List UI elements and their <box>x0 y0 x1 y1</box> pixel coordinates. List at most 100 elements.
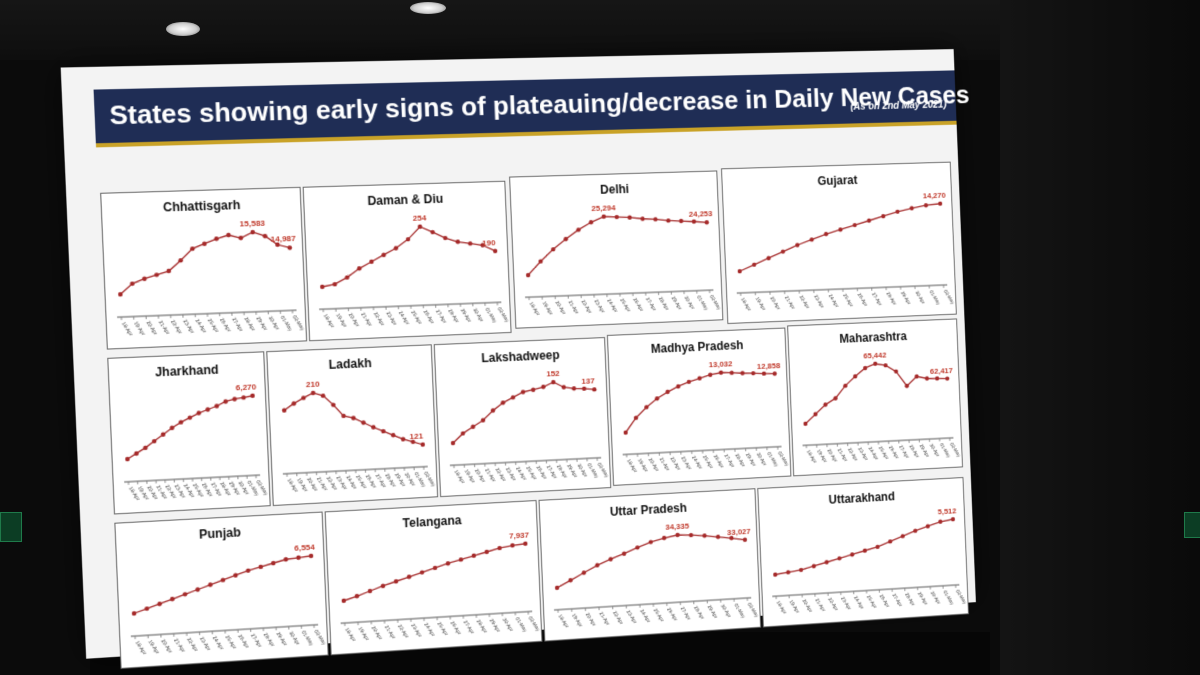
data-point <box>320 285 325 290</box>
x-tick-label: 22-Apr <box>611 610 624 626</box>
x-tick-label: 19-Apr <box>357 626 370 642</box>
slide-header: States showing early signs of plateauing… <box>94 70 957 147</box>
data-point <box>484 550 489 555</box>
x-tick-label: 28-Apr <box>904 592 916 608</box>
data-point <box>938 201 942 205</box>
data-point <box>781 249 785 253</box>
data-point <box>511 395 516 400</box>
x-tick-label: 01-May <box>514 616 528 634</box>
x-tick-label: 30-Apr <box>501 617 514 633</box>
data-label: 34,335 <box>665 522 690 532</box>
line-chart-uttarakhand: 18-Apr 19-Apr 20-Apr 21-Apr 22-Apr 23-Apr 24-A… <box>758 478 968 626</box>
data-point <box>523 541 528 546</box>
data-point <box>888 539 892 544</box>
data-point <box>214 237 219 242</box>
data-point <box>799 568 803 573</box>
x-tick-label: 21-Apr <box>157 320 171 337</box>
x-tick-label: 28-Apr <box>243 316 257 332</box>
x-tick-label: 27-Apr <box>249 633 263 649</box>
x-tick-label: 22-Apr <box>798 294 811 310</box>
data-point <box>355 594 360 599</box>
slide-subtitle: (As on 2nd May 2021) <box>850 100 947 113</box>
data-point <box>170 597 175 602</box>
x-tick-label: 20-Apr <box>769 296 782 312</box>
data-point <box>208 582 213 587</box>
slide-title: States showing early signs of plateauing… <box>109 80 970 132</box>
x-tick-label: 26-Apr <box>665 607 678 623</box>
line-chart-jharkhand: 18-Apr19-Apr20-Apr21-Apr22-Apr23-Apr24-A… <box>108 352 269 513</box>
x-tick-label: 23-Apr <box>409 623 422 639</box>
data-point <box>901 534 905 539</box>
data-point <box>391 433 396 438</box>
data-label: 14,987 <box>270 234 296 244</box>
series-line <box>118 231 292 294</box>
data-point <box>309 554 314 559</box>
data-point <box>666 218 670 222</box>
x-tick-label: 20-Apr <box>370 625 383 641</box>
data-label: 65,442 <box>863 351 887 361</box>
line-chart-madhya-pradesh: 18-Apr19-Apr20-Apr21-Apr22-Apr23-Apr24-A… <box>608 329 790 485</box>
x-tick-label: 24-Apr <box>827 293 840 309</box>
ceiling-light-left <box>166 22 200 36</box>
data-point <box>582 386 587 391</box>
x-tick-label: 19-Apr <box>754 296 767 312</box>
data-label: 152 <box>546 369 560 378</box>
data-point <box>341 598 346 603</box>
data-point <box>895 209 899 213</box>
line-chart-uttar-pradesh: 18-Apr 19-Apr 20-Apr 21-Apr 22-Apr 23-Apr 24-A… <box>540 489 761 640</box>
data-point <box>430 230 435 235</box>
x-tick-label: 26-Apr <box>236 634 250 650</box>
chart-panel-chhattisgarh: Chhattisgarh 18-Apr 19-Apr 20-Apr 21-Apr 22-A… <box>100 187 307 350</box>
data-label: 6,270 <box>235 382 257 392</box>
x-tick-label: 28-Apr <box>262 632 276 648</box>
data-point <box>945 376 949 380</box>
x-tick-label: 18-Apr <box>322 313 336 329</box>
x-tick-label: 02-May <box>291 314 306 332</box>
data-point <box>205 407 210 412</box>
x-tick-label: 25-Apr <box>224 634 238 650</box>
data-point <box>187 415 192 420</box>
data-point <box>627 215 631 220</box>
data-point <box>873 362 877 366</box>
line-chart-lakshadweep: 18-Apr19-Apr20-Apr21-Apr22-Apr23-Apr24-A… <box>435 338 610 496</box>
x-tick-label: 18-Apr <box>134 640 148 656</box>
x-tick-label: 30-Apr <box>719 603 732 619</box>
data-point <box>614 215 618 220</box>
data-point <box>675 533 679 538</box>
x-tick-label: 30-Apr <box>683 295 696 311</box>
data-label: 190 <box>482 238 496 247</box>
data-point <box>938 519 942 523</box>
x-tick-label: 29-Apr <box>255 316 269 332</box>
data-point <box>531 387 536 392</box>
series-line <box>803 361 949 424</box>
data-point <box>381 429 386 434</box>
chart-panel-ladakh: Ladakh 18-Apr 19-Apr 20-Apr 21-Apr 22-Apr 23-A… <box>266 344 438 506</box>
x-tick-label: 25-Apr <box>652 608 665 624</box>
data-point <box>752 262 756 266</box>
data-point <box>351 416 356 421</box>
x-tick-label: 27-Apr <box>644 297 657 313</box>
x-tick-label: 26-Apr <box>631 297 644 313</box>
x-tick-label: 24-Apr <box>397 310 410 326</box>
data-point <box>689 533 693 538</box>
exit-sign-left <box>0 512 22 542</box>
data-point <box>719 370 723 375</box>
data-point <box>649 540 653 545</box>
x-tick-label: 30-Apr <box>287 630 301 646</box>
data-label: 254 <box>413 213 427 222</box>
x-tick-label: 25-Apr <box>842 293 855 309</box>
x-tick-label: 25-Apr <box>619 298 632 314</box>
x-tick-label: 29-Apr <box>459 308 472 324</box>
x-tick-label: 02-May <box>942 289 955 306</box>
chart-panel-daman-diu: Daman & Diu 18-Apr 19-Apr 20-Apr 21-Apr 22-Ap… <box>303 181 512 342</box>
x-tick-label: 30-Apr <box>471 307 484 323</box>
x-tick-label: 24-Apr <box>211 635 225 651</box>
x-tick-label: 02-May <box>527 615 541 633</box>
series-line <box>737 204 942 272</box>
x-tick-label: 27-Apr <box>870 292 882 308</box>
data-point <box>521 390 526 395</box>
chart-panel-uttarakhand: Uttarakhand 18-Apr 19-Apr 20-Apr 21-Apr 22-Ap… <box>757 477 969 627</box>
x-tick-label: 23-Apr <box>198 636 212 652</box>
x-tick-label: 01-May <box>942 589 955 606</box>
x-tick-label: 01-May <box>928 289 941 306</box>
